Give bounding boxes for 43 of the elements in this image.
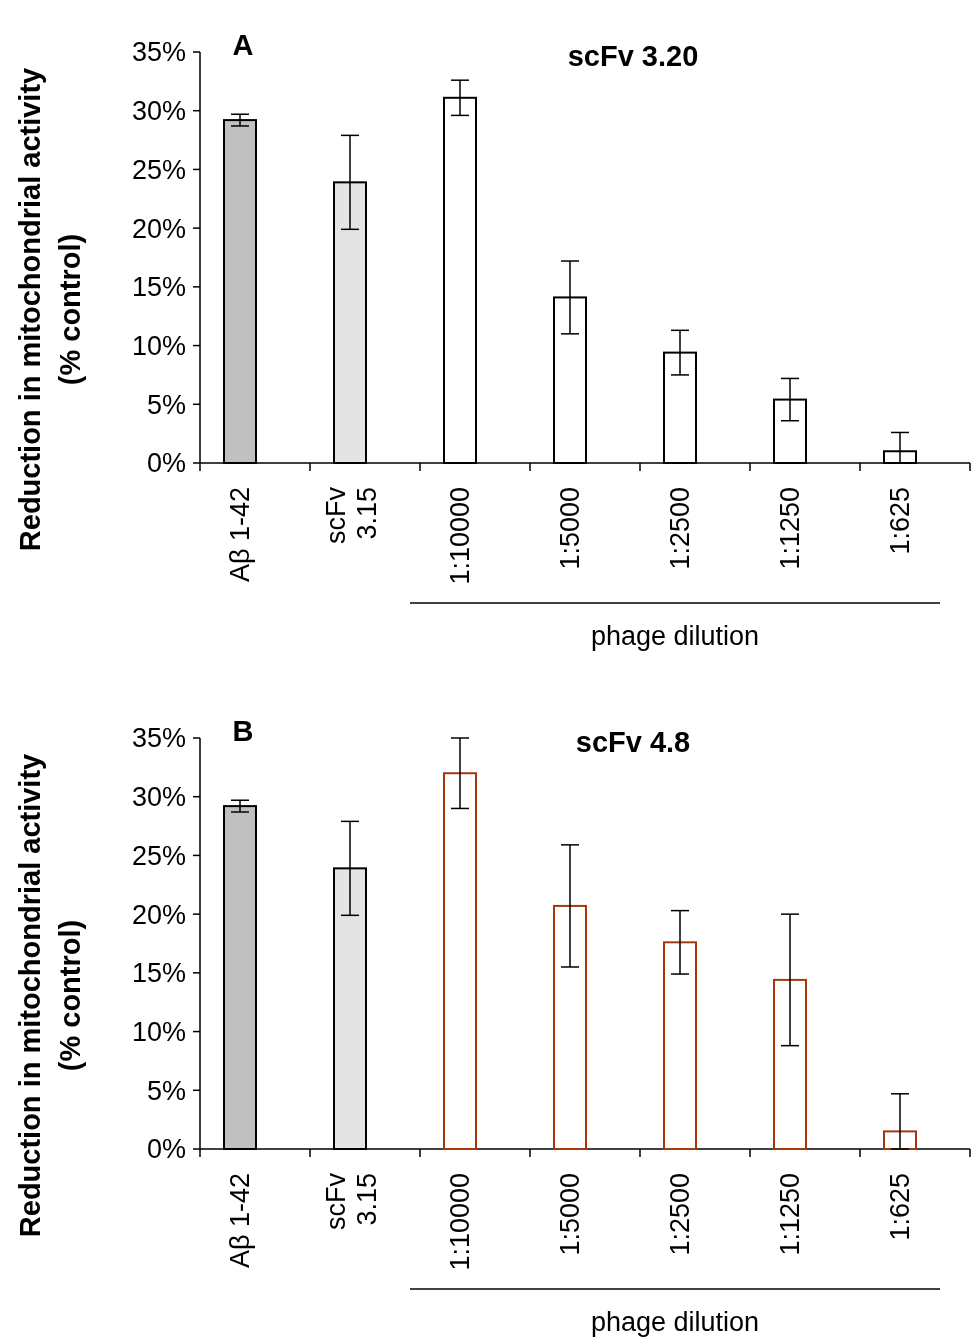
bar <box>883 1130 917 1150</box>
bar <box>553 904 587 1150</box>
y-tick-label: 10% <box>131 1017 186 1048</box>
x-tick-label: 1:625 <box>885 487 916 555</box>
x-tick-label: 1:5000 <box>555 487 586 570</box>
x-tick-label: Aβ 1-42 <box>225 1173 256 1269</box>
y-tick-label: 20% <box>131 213 186 244</box>
y-tick-label: 5% <box>146 389 186 420</box>
y-axis-title: Reduction in mitochondrial activity (% control) <box>14 67 86 552</box>
y-axis-title: Reduction in mitochondrial activity (% control) <box>14 753 86 1238</box>
y-tick-label: 20% <box>131 899 186 930</box>
x-tick-label: Aβ 1-42 <box>225 487 256 583</box>
x-tick-label: 1:10000 <box>445 487 476 585</box>
x-tick-label: 1:1250 <box>775 1173 806 1256</box>
y-tick-label: 25% <box>131 154 186 185</box>
chart-title: scFv 4.8 <box>575 726 691 758</box>
x-tick-label: 1:10000 <box>445 1173 476 1271</box>
bar <box>443 772 477 1150</box>
x-tick-label: 1:625 <box>885 1173 916 1241</box>
y-tick-label: 30% <box>131 782 186 813</box>
text: phage dilution <box>590 621 760 651</box>
y-tick-label: 0% <box>146 448 186 479</box>
y-tick-label: 15% <box>131 958 186 989</box>
annotation: B <box>232 715 254 747</box>
text: phage dilution <box>590 1307 760 1337</box>
y-tick-label: 25% <box>131 840 186 871</box>
x-tick-label: 1:2500 <box>665 487 696 570</box>
y-tick-label: 0% <box>146 1134 186 1165</box>
x-tick-label: scFv 3.15 <box>320 1172 382 1230</box>
y-tick-label: 15% <box>131 272 186 303</box>
x-tick-label: 1:2500 <box>665 1173 696 1256</box>
x-tick-label: scFv 3.15 <box>320 486 382 544</box>
y-tick-label: 30% <box>131 96 186 127</box>
annotation: A <box>232 29 254 61</box>
y-tick-label: 10% <box>131 331 186 362</box>
y-tick-label: 35% <box>131 723 186 754</box>
bar <box>663 941 697 1150</box>
y-tick-label: 5% <box>146 1075 186 1106</box>
bar <box>773 978 807 1150</box>
chart-title: scFv 3.20 <box>567 40 699 72</box>
x-tick-label: 1:5000 <box>555 1173 586 1256</box>
x-tick-label: 1:1250 <box>775 487 806 570</box>
y-tick-label: 35% <box>131 37 186 68</box>
